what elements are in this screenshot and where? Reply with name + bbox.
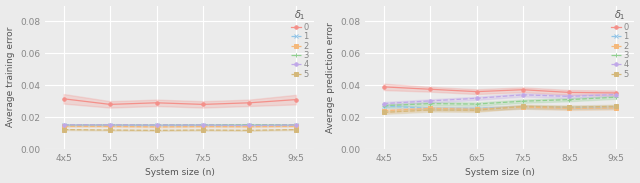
Y-axis label: Average training error: Average training error [6, 27, 15, 128]
Line: 2: 2 [382, 105, 618, 113]
0 [199, 103, 207, 105]
4 [106, 124, 114, 126]
3 [60, 124, 67, 126]
4 [380, 102, 387, 105]
2 [612, 107, 620, 109]
4 [473, 97, 481, 99]
4 [153, 124, 161, 126]
0 [292, 98, 300, 101]
3 [199, 124, 207, 126]
5 [612, 105, 620, 107]
Legend: 0, 1, 2, 3, 4, 5: 0, 1, 2, 3, 4, 5 [609, 7, 630, 81]
5 [473, 109, 481, 111]
5 [106, 129, 114, 131]
2 [60, 125, 67, 127]
4 [292, 124, 300, 126]
Line: 1: 1 [62, 123, 298, 127]
5 [566, 106, 573, 108]
2 [473, 108, 481, 110]
Line: 3: 3 [62, 123, 298, 126]
3 [380, 104, 387, 107]
3 [426, 102, 434, 105]
1 [473, 107, 481, 109]
Line: 5: 5 [62, 128, 298, 132]
3 [519, 100, 527, 102]
1 [519, 106, 527, 108]
0 [566, 91, 573, 94]
1 [246, 124, 253, 126]
Line: 4: 4 [62, 123, 298, 127]
4 [246, 124, 253, 126]
5 [199, 129, 207, 131]
3 [473, 103, 481, 105]
2 [246, 126, 253, 128]
X-axis label: System size (n): System size (n) [465, 168, 534, 178]
5 [246, 129, 253, 131]
5 [426, 109, 434, 111]
1 [60, 124, 67, 126]
1 [153, 124, 161, 126]
1 [106, 124, 114, 126]
3 [106, 124, 114, 126]
2 [380, 110, 387, 112]
4 [519, 94, 527, 96]
3 [153, 124, 161, 126]
3 [612, 96, 620, 98]
3 [246, 124, 253, 126]
Line: 5: 5 [382, 104, 618, 114]
4 [566, 95, 573, 98]
0 [60, 98, 67, 100]
2 [292, 125, 300, 127]
Line: 1: 1 [382, 104, 618, 110]
0 [106, 103, 114, 105]
5 [292, 128, 300, 131]
5 [380, 111, 387, 113]
0 [473, 91, 481, 93]
Line: 3: 3 [382, 96, 618, 107]
Y-axis label: Average prediction error: Average prediction error [326, 22, 335, 133]
0 [612, 92, 620, 94]
Line: 0: 0 [62, 97, 298, 106]
Legend: 0, 1, 2, 3, 4, 5: 0, 1, 2, 3, 4, 5 [289, 7, 310, 81]
1 [380, 105, 387, 107]
0 [519, 89, 527, 91]
0 [246, 102, 253, 104]
4 [426, 100, 434, 102]
2 [153, 126, 161, 128]
Line: 4: 4 [382, 93, 618, 105]
4 [60, 124, 67, 126]
2 [426, 107, 434, 109]
4 [199, 124, 207, 126]
1 [292, 124, 300, 126]
0 [380, 86, 387, 88]
0 [426, 88, 434, 90]
3 [566, 98, 573, 101]
5 [519, 105, 527, 107]
2 [106, 125, 114, 128]
2 [519, 106, 527, 108]
1 [199, 124, 207, 126]
0 [153, 102, 161, 104]
5 [60, 128, 67, 131]
Line: 2: 2 [62, 124, 298, 129]
X-axis label: System size (n): System size (n) [145, 168, 214, 178]
3 [292, 124, 300, 126]
2 [566, 107, 573, 109]
1 [426, 107, 434, 109]
2 [199, 126, 207, 128]
1 [612, 106, 620, 108]
4 [612, 93, 620, 96]
Line: 0: 0 [382, 85, 618, 95]
5 [153, 129, 161, 131]
1 [566, 107, 573, 109]
